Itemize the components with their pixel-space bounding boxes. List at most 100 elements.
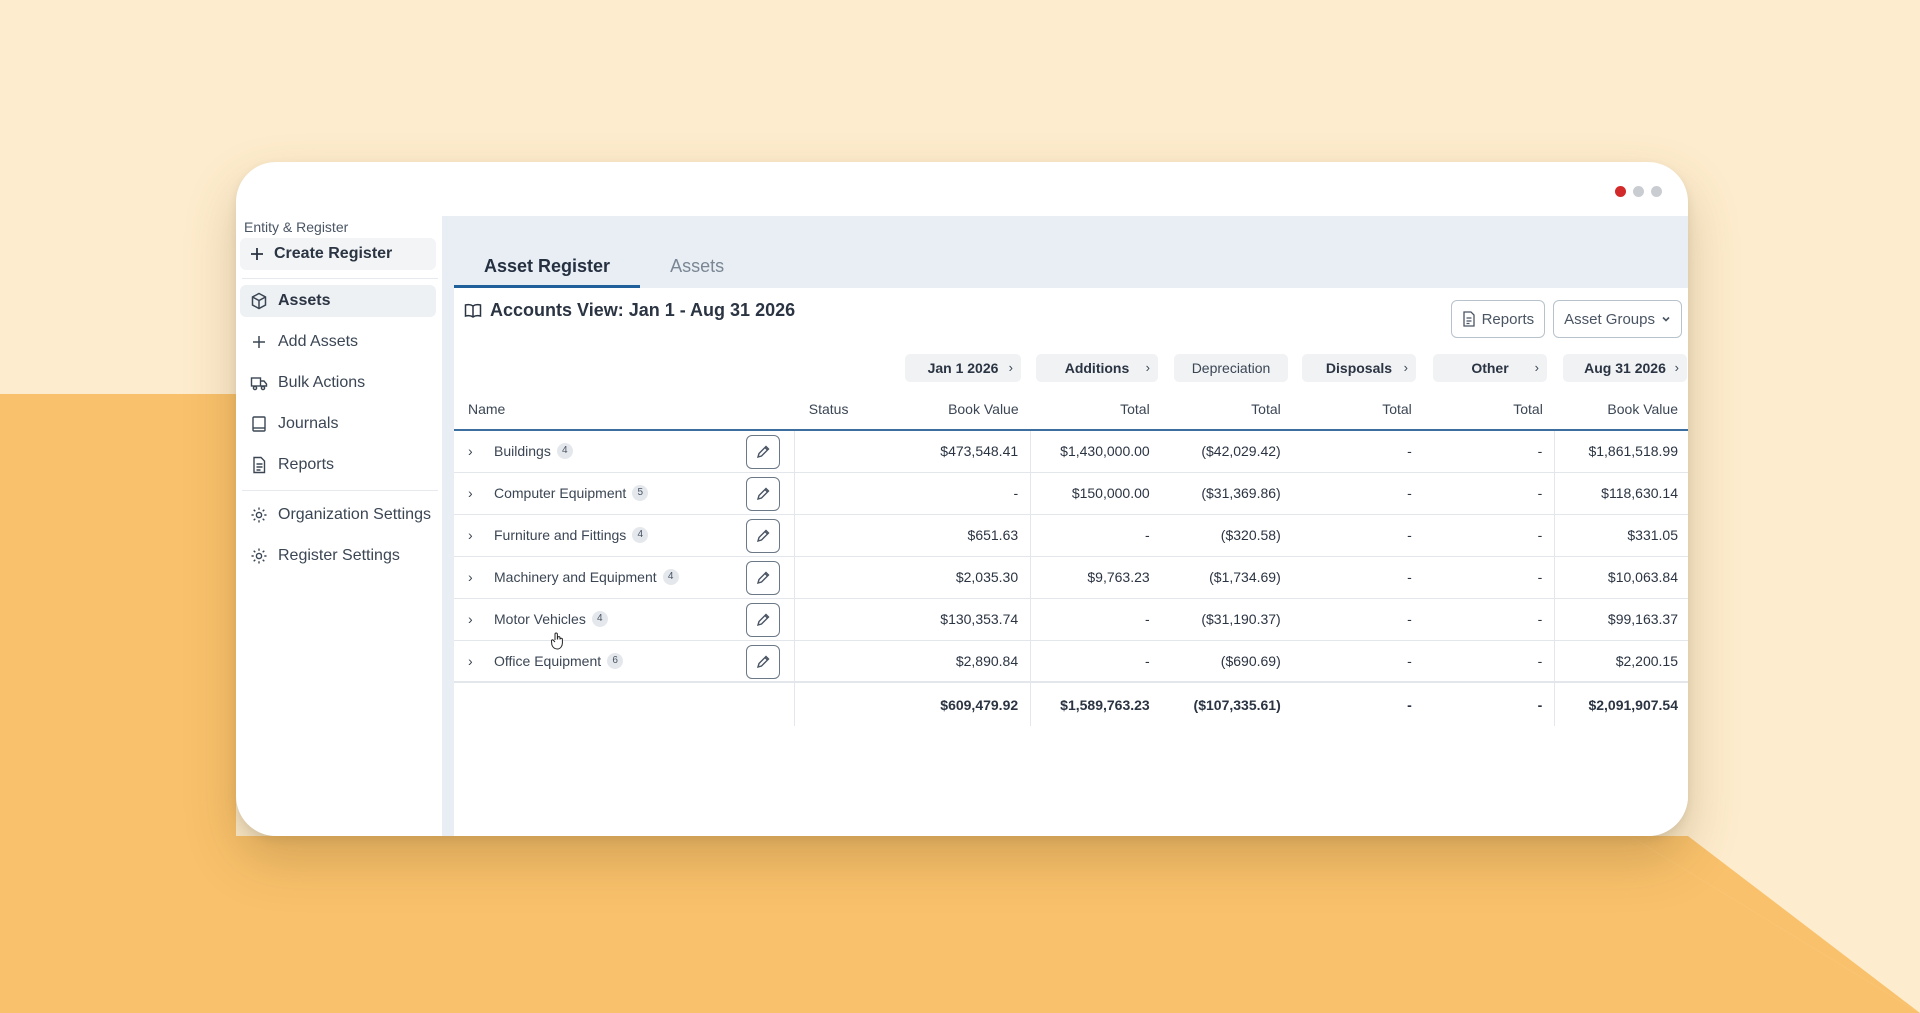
period-aug-31-2026[interactable]: Aug 31 2026 › (1563, 354, 1687, 382)
sidebar-item-label: Assets (278, 292, 331, 309)
minimize-dot[interactable] (1633, 186, 1644, 197)
period-additions[interactable]: Additions › (1036, 354, 1158, 382)
open-book-value-cell: $130,353.74 (899, 598, 1031, 641)
period-disposals[interactable]: Disposals › (1302, 354, 1416, 382)
chevron-right-icon: › (1534, 360, 1539, 375)
other-total-cell: - (1423, 472, 1556, 515)
chevron-down-icon (1662, 316, 1670, 322)
total-open: $609,479.92 (899, 681, 1031, 726)
edit-button[interactable] (746, 518, 781, 553)
table-header-row: Name Status Book Value Total Total Total… (454, 388, 1688, 431)
sidebar-item-organization-settings[interactable]: Organization Settings (240, 499, 436, 531)
table-row[interactable]: › Computer Equipment 5- $150,000.00 ($31,369… (454, 472, 1688, 515)
sidebar-item-assets[interactable]: Assets (240, 285, 436, 317)
column-header-total[interactable]: Total (1161, 388, 1293, 431)
maximize-dot[interactable] (1651, 186, 1662, 197)
chevron-right-icon[interactable]: › (468, 569, 473, 585)
count-badge: 4 (662, 569, 679, 585)
period-label: Disposals (1325, 360, 1393, 376)
totals-row: $609,479.92 $1,589,763.23 ($107,335.61) … (454, 681, 1688, 726)
depreciation-total-cell: ($690.69) (1161, 640, 1293, 683)
asset-group-name[interactable]: Buildings (494, 443, 551, 460)
plus-icon (251, 248, 263, 260)
other-total-cell: - (1423, 556, 1556, 599)
edit-button[interactable] (746, 476, 781, 511)
totals-name-cell (454, 681, 795, 726)
table-row[interactable]: › Buildings 4 $473,548.41 $1,430,000.00 ($42,… (454, 430, 1688, 473)
sidebar-item-register-settings[interactable]: Register Settings (240, 540, 436, 572)
column-header-total[interactable]: Total (1423, 388, 1555, 431)
sidebar-item-journals[interactable]: Journals (240, 408, 436, 440)
chevron-right-icon[interactable]: › (468, 652, 473, 669)
open-book-icon (464, 303, 482, 318)
sidebar-item-label: Journals (278, 415, 339, 432)
close-dot[interactable] (1615, 186, 1626, 197)
asset-register-table: Name Status Book Value Total Total Total… (454, 388, 1688, 726)
chevron-right-icon[interactable]: › (468, 611, 473, 627)
period-label: Other (1471, 360, 1509, 376)
asset-group-name[interactable]: Motor Vehicles (494, 611, 586, 627)
open-book-value-cell: $2,035.30 (899, 556, 1031, 599)
name-cell: › Machinery and Equipment 4 (454, 556, 795, 599)
table-row[interactable]: › Office Equipment 6 $2,890.84- ($690.69) - - $… (454, 640, 1688, 683)
period-depreciation[interactable]: Depreciation (1174, 354, 1288, 382)
table-row[interactable]: › Furniture and Fittings 4 $651.63- ($320.58… (454, 514, 1688, 557)
column-header-name[interactable]: Name (454, 388, 795, 431)
column-header-status[interactable]: Status (794, 388, 900, 431)
edit-button[interactable] (746, 560, 781, 595)
sidebar: Entity & Register Create Register Assets… (236, 218, 442, 836)
asset-group-name[interactable]: Computer Equipment (494, 485, 627, 501)
column-header-total[interactable]: Total (1030, 388, 1162, 431)
other-total-cell: - (1423, 430, 1556, 473)
asset-group-name[interactable]: Machinery and Equipment (494, 569, 657, 585)
create-register-button[interactable]: Create Register (240, 238, 436, 270)
period-jan-1-2026[interactable]: Jan 1 2026 › (905, 354, 1021, 382)
reports-button-label: Reports (1481, 310, 1535, 328)
disposals-total-cell: - (1292, 556, 1424, 599)
asset-group-name[interactable]: Office Equipment (494, 652, 602, 669)
column-header-total[interactable]: Total (1292, 388, 1424, 431)
gear-icon (251, 548, 267, 564)
period-label: Depreciation (1191, 360, 1271, 376)
status-cell (794, 640, 900, 683)
asset-groups-dropdown[interactable]: Asset Groups (1553, 300, 1682, 338)
name-cell: › Motor Vehicles 4 (454, 598, 795, 641)
create-register-label: Create Register (274, 245, 393, 262)
period-other[interactable]: Other › (1433, 354, 1547, 382)
sidebar-item-bulk-actions[interactable]: Bulk Actions (240, 367, 436, 399)
gear-icon (251, 507, 267, 523)
closing-book-value-cell: $118,630.14 (1554, 472, 1688, 515)
sidebar-item-reports[interactable]: Reports (240, 449, 436, 481)
additions-total-cell: $150,000.00 (1030, 472, 1162, 515)
other-total-cell: - (1423, 640, 1556, 683)
tab-asset-register[interactable]: Asset Register (454, 244, 641, 288)
chevron-right-icon[interactable]: › (468, 485, 473, 501)
table-row[interactable]: › Machinery and Equipment 4 $2,035.30 $9,763… (454, 556, 1688, 599)
chevron-right-icon: › (1674, 360, 1679, 375)
chevron-right-icon[interactable]: › (468, 527, 473, 543)
status-cell (794, 430, 900, 473)
chevron-right-icon: › (1008, 360, 1013, 375)
edit-button[interactable] (746, 435, 781, 469)
divider (242, 490, 438, 491)
tab-assets[interactable]: Assets (670, 255, 725, 276)
depreciation-total-cell: ($31,190.37) (1161, 598, 1293, 641)
reports-button[interactable]: Reports (1450, 300, 1546, 338)
tab-bar: Asset Register Assets (442, 216, 1688, 288)
pencil-icon (757, 655, 770, 668)
asset-group-name[interactable]: Furniture and Fittings (494, 527, 627, 543)
pencil-icon (757, 487, 770, 500)
table-row[interactable]: › Motor Vehicles 4 $130,353.74- ($31,190.37)… (454, 598, 1688, 641)
chevron-right-icon: › (1145, 360, 1150, 375)
asset-groups-label: Asset Groups (1564, 310, 1655, 328)
edit-button[interactable] (746, 602, 781, 637)
total-other: - (1423, 681, 1556, 726)
additions-total-cell: $9,763.23 (1030, 556, 1162, 599)
column-header-book-value[interactable]: Book Value (1554, 388, 1688, 431)
name-cell: › Buildings 4 (454, 430, 795, 473)
sidebar-item-add-assets[interactable]: Add Assets (240, 326, 436, 358)
chevron-right-icon[interactable]: › (468, 443, 473, 460)
edit-button[interactable] (746, 644, 781, 679)
column-header-book-value[interactable]: Book Value (899, 388, 1031, 431)
total-disposals: - (1292, 681, 1424, 726)
